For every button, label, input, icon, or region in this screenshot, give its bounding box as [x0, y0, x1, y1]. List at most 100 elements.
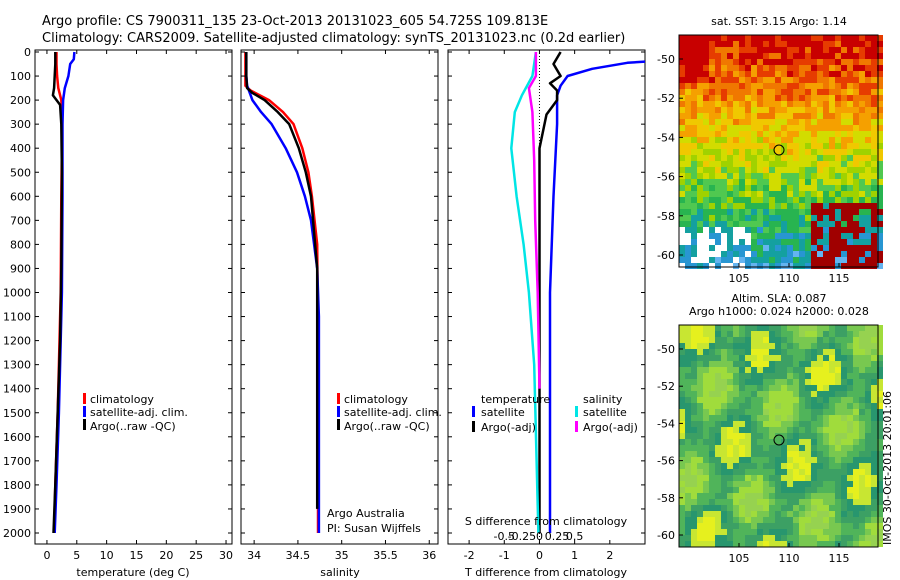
- map-cell: [853, 535, 859, 541]
- map-cell: [847, 409, 853, 415]
- map-cell: [841, 457, 847, 463]
- map-cell: [799, 143, 805, 149]
- map-cell: [733, 227, 739, 233]
- map-cell: [859, 209, 865, 215]
- map-cell: [823, 409, 829, 415]
- map-cell: [781, 349, 787, 355]
- map-cell: [751, 107, 757, 113]
- map-cell: [727, 71, 733, 77]
- map-cell: [691, 161, 697, 167]
- y-tick-label: 600: [10, 190, 31, 203]
- map-cell: [799, 493, 805, 499]
- map-cell: [865, 215, 871, 221]
- map-cell: [733, 481, 739, 487]
- map-cell: [853, 161, 859, 167]
- map-cell: [757, 541, 763, 547]
- map-cell: [685, 143, 691, 149]
- map-cell: [733, 541, 739, 547]
- map-cell: [877, 251, 883, 257]
- map-cell: [841, 409, 847, 415]
- map-cell: [871, 337, 877, 343]
- map-cell: [715, 379, 721, 385]
- map-cell: [703, 53, 709, 59]
- map-cell: [697, 379, 703, 385]
- map-cell: [757, 245, 763, 251]
- map-cell: [799, 203, 805, 209]
- map-cell: [799, 83, 805, 89]
- map-cell: [781, 215, 787, 221]
- map-cell: [793, 119, 799, 125]
- map-cell: [799, 415, 805, 421]
- map-cell: [727, 439, 733, 445]
- map-cell: [811, 227, 817, 233]
- map-cell: [721, 343, 727, 349]
- map-cell: [715, 499, 721, 505]
- map-cell: [685, 53, 691, 59]
- map-cell: [739, 155, 745, 161]
- map-cell: [793, 523, 799, 529]
- map-cell: [679, 529, 685, 535]
- map-cell: [793, 47, 799, 53]
- map-cell: [859, 463, 865, 469]
- map-cell: [733, 125, 739, 131]
- map-cell: [739, 263, 745, 269]
- map-cell: [769, 263, 775, 269]
- map-cell: [871, 499, 877, 505]
- map-cell: [703, 463, 709, 469]
- map-cell: [781, 95, 787, 101]
- map-cell: [721, 251, 727, 257]
- map-cell: [757, 251, 763, 257]
- map-cell: [703, 427, 709, 433]
- map-cell: [703, 167, 709, 173]
- map-cell: [721, 191, 727, 197]
- map-cell: [769, 505, 775, 511]
- map-cell: [853, 397, 859, 403]
- map-cell: [739, 119, 745, 125]
- map-cell: [775, 445, 781, 451]
- map-cell: [787, 355, 793, 361]
- map-cell: [847, 233, 853, 239]
- map-cell: [775, 197, 781, 203]
- map-cell: [847, 379, 853, 385]
- map-cell: [847, 385, 853, 391]
- map-cell: [823, 379, 829, 385]
- map-cell: [811, 41, 817, 47]
- map-cell: [685, 35, 691, 41]
- x-tick-label: 5: [73, 549, 80, 562]
- map-cell: [811, 529, 817, 535]
- map-cell: [805, 361, 811, 367]
- map-cell: [817, 445, 823, 451]
- map-cell: [859, 41, 865, 47]
- map-cell: [871, 517, 877, 523]
- map-cell: [775, 481, 781, 487]
- map-cell: [841, 191, 847, 197]
- map-cell: [739, 535, 745, 541]
- map-cell: [829, 493, 835, 499]
- map-cell: [853, 149, 859, 155]
- map-cell: [859, 203, 865, 209]
- map-cell: [847, 427, 853, 433]
- map-cell: [823, 493, 829, 499]
- series-line-climatology: [244, 52, 320, 533]
- map-cell: [859, 391, 865, 397]
- map-cell: [739, 337, 745, 343]
- map-cell: [829, 203, 835, 209]
- map-cell: [877, 263, 883, 269]
- map-cell: [739, 373, 745, 379]
- map-cell: [799, 343, 805, 349]
- temperature-axis-label: temperature (deg C): [76, 566, 189, 579]
- map-cell: [685, 445, 691, 451]
- map-cell: [685, 137, 691, 143]
- map-cell: [823, 179, 829, 185]
- map-cell: [775, 119, 781, 125]
- map-cell: [781, 397, 787, 403]
- map-cell: [721, 101, 727, 107]
- map-cell: [799, 257, 805, 263]
- map-cell: [751, 35, 757, 41]
- map-cell: [751, 41, 757, 47]
- map-cell: [721, 451, 727, 457]
- map-cell: [679, 427, 685, 433]
- map-cell: [865, 469, 871, 475]
- map-cell: [871, 505, 877, 511]
- map-cell: [739, 35, 745, 41]
